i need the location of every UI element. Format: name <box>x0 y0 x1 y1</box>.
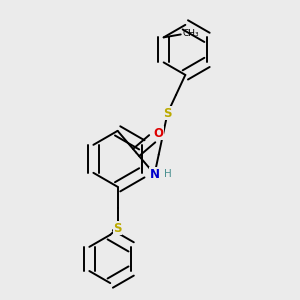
Text: S: S <box>113 221 122 235</box>
Text: O: O <box>154 127 164 140</box>
Text: H: H <box>164 169 172 178</box>
Text: N: N <box>150 168 160 181</box>
Text: S: S <box>163 106 172 120</box>
Text: CH₃: CH₃ <box>182 29 199 38</box>
